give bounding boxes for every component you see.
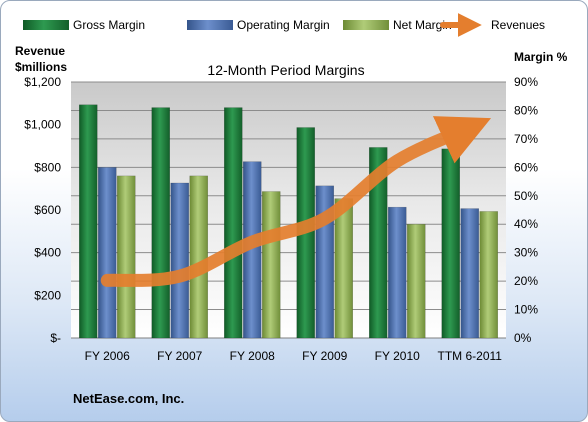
legend-swatch bbox=[343, 20, 389, 30]
bar-gross-margin bbox=[441, 148, 460, 339]
bars bbox=[79, 104, 498, 339]
revenues-line bbox=[100, 116, 492, 287]
x-tick-label: FY 2008 bbox=[230, 349, 275, 363]
left-tick-label: $1,000 bbox=[24, 118, 61, 132]
right-axis-label: Margin % bbox=[514, 50, 568, 64]
chart-title: 12-Month Period Margins bbox=[207, 62, 364, 78]
bar-gross-margin bbox=[369, 147, 388, 339]
bar-net-margin bbox=[479, 211, 498, 339]
right-axis-ticks: 0% 10% 20% 30% 40% 50% 60% 70% 80% 90% bbox=[514, 75, 538, 345]
left-tick-label: $400 bbox=[34, 246, 61, 260]
legend-swatch bbox=[23, 20, 69, 30]
right-tick-label: 50% bbox=[514, 189, 538, 203]
left-tick-label: $- bbox=[50, 331, 61, 345]
right-tick-label: 0% bbox=[514, 331, 532, 345]
legend-label: Revenues bbox=[491, 18, 545, 32]
legend-swatch bbox=[187, 20, 233, 30]
left-axis-ticks: $- $200 $400 $600 $800 $1,000 $1,200 bbox=[24, 75, 61, 345]
left-tick-label: $1,200 bbox=[24, 75, 61, 89]
bar-operating-margin bbox=[388, 206, 407, 339]
legend-label: Net Margin bbox=[393, 18, 452, 32]
right-tick-label: 70% bbox=[514, 132, 538, 146]
x-tick-label: FY 2009 bbox=[302, 349, 347, 363]
x-axis-ticks: FY 2006 FY 2007 FY 2008 FY 2009 FY 2010 TTM 6… bbox=[85, 349, 503, 363]
bar-net-margin bbox=[117, 175, 136, 339]
left-tick-label: $200 bbox=[34, 288, 61, 302]
bar-operating-margin bbox=[460, 208, 479, 339]
bar-net-margin bbox=[189, 175, 208, 339]
left-tick-label: $600 bbox=[34, 203, 61, 217]
bar-gross-margin bbox=[79, 104, 98, 339]
right-tick-label: 20% bbox=[514, 274, 538, 288]
right-tick-label: 10% bbox=[514, 303, 538, 317]
legend-label: Operating Margin bbox=[237, 18, 330, 32]
bar-gross-margin bbox=[151, 107, 170, 339]
right-tick-label: 90% bbox=[514, 75, 538, 89]
bar-operating-margin bbox=[98, 167, 117, 339]
x-tick-label: FY 2007 bbox=[157, 349, 202, 363]
right-tick-label: 30% bbox=[514, 246, 538, 260]
bar-gross-margin bbox=[224, 107, 243, 339]
left-axis-label-line2: $millions bbox=[15, 60, 67, 74]
right-tick-label: 80% bbox=[514, 103, 538, 117]
right-tick-label: 60% bbox=[514, 160, 538, 174]
bar-net-margin bbox=[407, 223, 426, 339]
plot-area bbox=[71, 82, 506, 338]
left-tick-label: $800 bbox=[34, 160, 61, 174]
x-tick-label: FY 2010 bbox=[375, 349, 420, 363]
bar-net-margin bbox=[262, 191, 281, 339]
legend: Gross Margin Operating Margin Net Margin Re… bbox=[23, 13, 545, 37]
bar-operating-margin bbox=[170, 182, 189, 339]
x-tick-label: FY 2006 bbox=[85, 349, 130, 363]
bar-net-margin bbox=[334, 198, 353, 339]
company-name: NetEase.com, Inc. bbox=[73, 391, 184, 406]
legend-label: Gross Margin bbox=[73, 18, 145, 32]
right-tick-label: 40% bbox=[514, 217, 538, 231]
left-axis-label-line1: Revenue bbox=[15, 44, 65, 58]
x-tick-label: TTM 6-2011 bbox=[438, 349, 503, 363]
